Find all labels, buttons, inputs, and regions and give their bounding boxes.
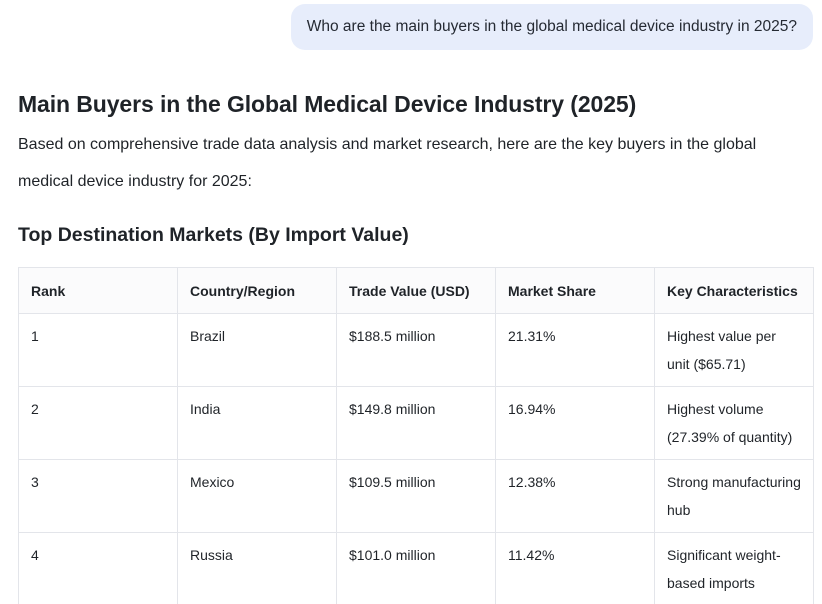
markets-table: Rank Country/Region Trade Value (USD) Ma… (18, 267, 814, 604)
cell-market-share: 11.42% (495, 532, 655, 604)
table-row: 4 Russia $101.0 million 11.42% Significa… (18, 532, 814, 604)
cell-rank: 1 (18, 313, 178, 387)
section-title: Top Destination Markets (By Import Value… (18, 224, 409, 246)
cell-rank: 3 (18, 459, 178, 533)
assistant-answer: Main Buyers in the Global Medical Device… (18, 86, 814, 604)
cell-market-share: 12.38% (495, 459, 655, 533)
cell-key-characteristics: Highest value per unit ($65.71) (654, 313, 814, 387)
cell-rank: 4 (18, 532, 178, 604)
user-message-bubble: Who are the main buyers in the global me… (290, 4, 813, 50)
cell-trade-value: $188.5 million (336, 313, 496, 387)
cell-trade-value: $109.5 million (336, 459, 496, 533)
cell-market-share: 21.31% (495, 313, 655, 387)
header-country: Country/Region (177, 267, 337, 314)
table-row: 1 Brazil $188.5 million 21.31% Highest v… (18, 313, 814, 387)
answer-title: Main Buyers in the Global Medical Device… (18, 91, 637, 117)
cell-rank: 2 (18, 386, 178, 460)
header-trade-value: Trade Value (USD) (336, 267, 496, 314)
table-header-row: Rank Country/Region Trade Value (USD) Ma… (18, 267, 814, 314)
header-rank: Rank (18, 267, 178, 314)
cell-country: India (177, 386, 337, 460)
cell-trade-value: $101.0 million (336, 532, 496, 604)
cell-country: Mexico (177, 459, 337, 533)
table-row: 2 India $149.8 million 16.94% Highest vo… (18, 386, 814, 460)
cell-key-characteristics: Highest volume (27.39% of quantity) (654, 386, 814, 460)
cell-key-characteristics: Significant weight-based imports (654, 532, 814, 604)
cell-trade-value: $149.8 million (336, 386, 496, 460)
cell-country: Brazil (177, 313, 337, 387)
cell-market-share: 16.94% (495, 386, 655, 460)
cell-key-characteristics: Strong manufacturing hub (654, 459, 814, 533)
header-market-share: Market Share (495, 267, 655, 314)
cell-country: Russia (177, 532, 337, 604)
user-message-text: Who are the main buyers in the global me… (306, 18, 797, 35)
table-row: 3 Mexico $109.5 million 12.38% Strong ma… (18, 459, 814, 533)
answer-intro: Based on comprehensive trade data analys… (18, 136, 757, 190)
header-key-characteristics: Key Characteristics (654, 267, 814, 314)
